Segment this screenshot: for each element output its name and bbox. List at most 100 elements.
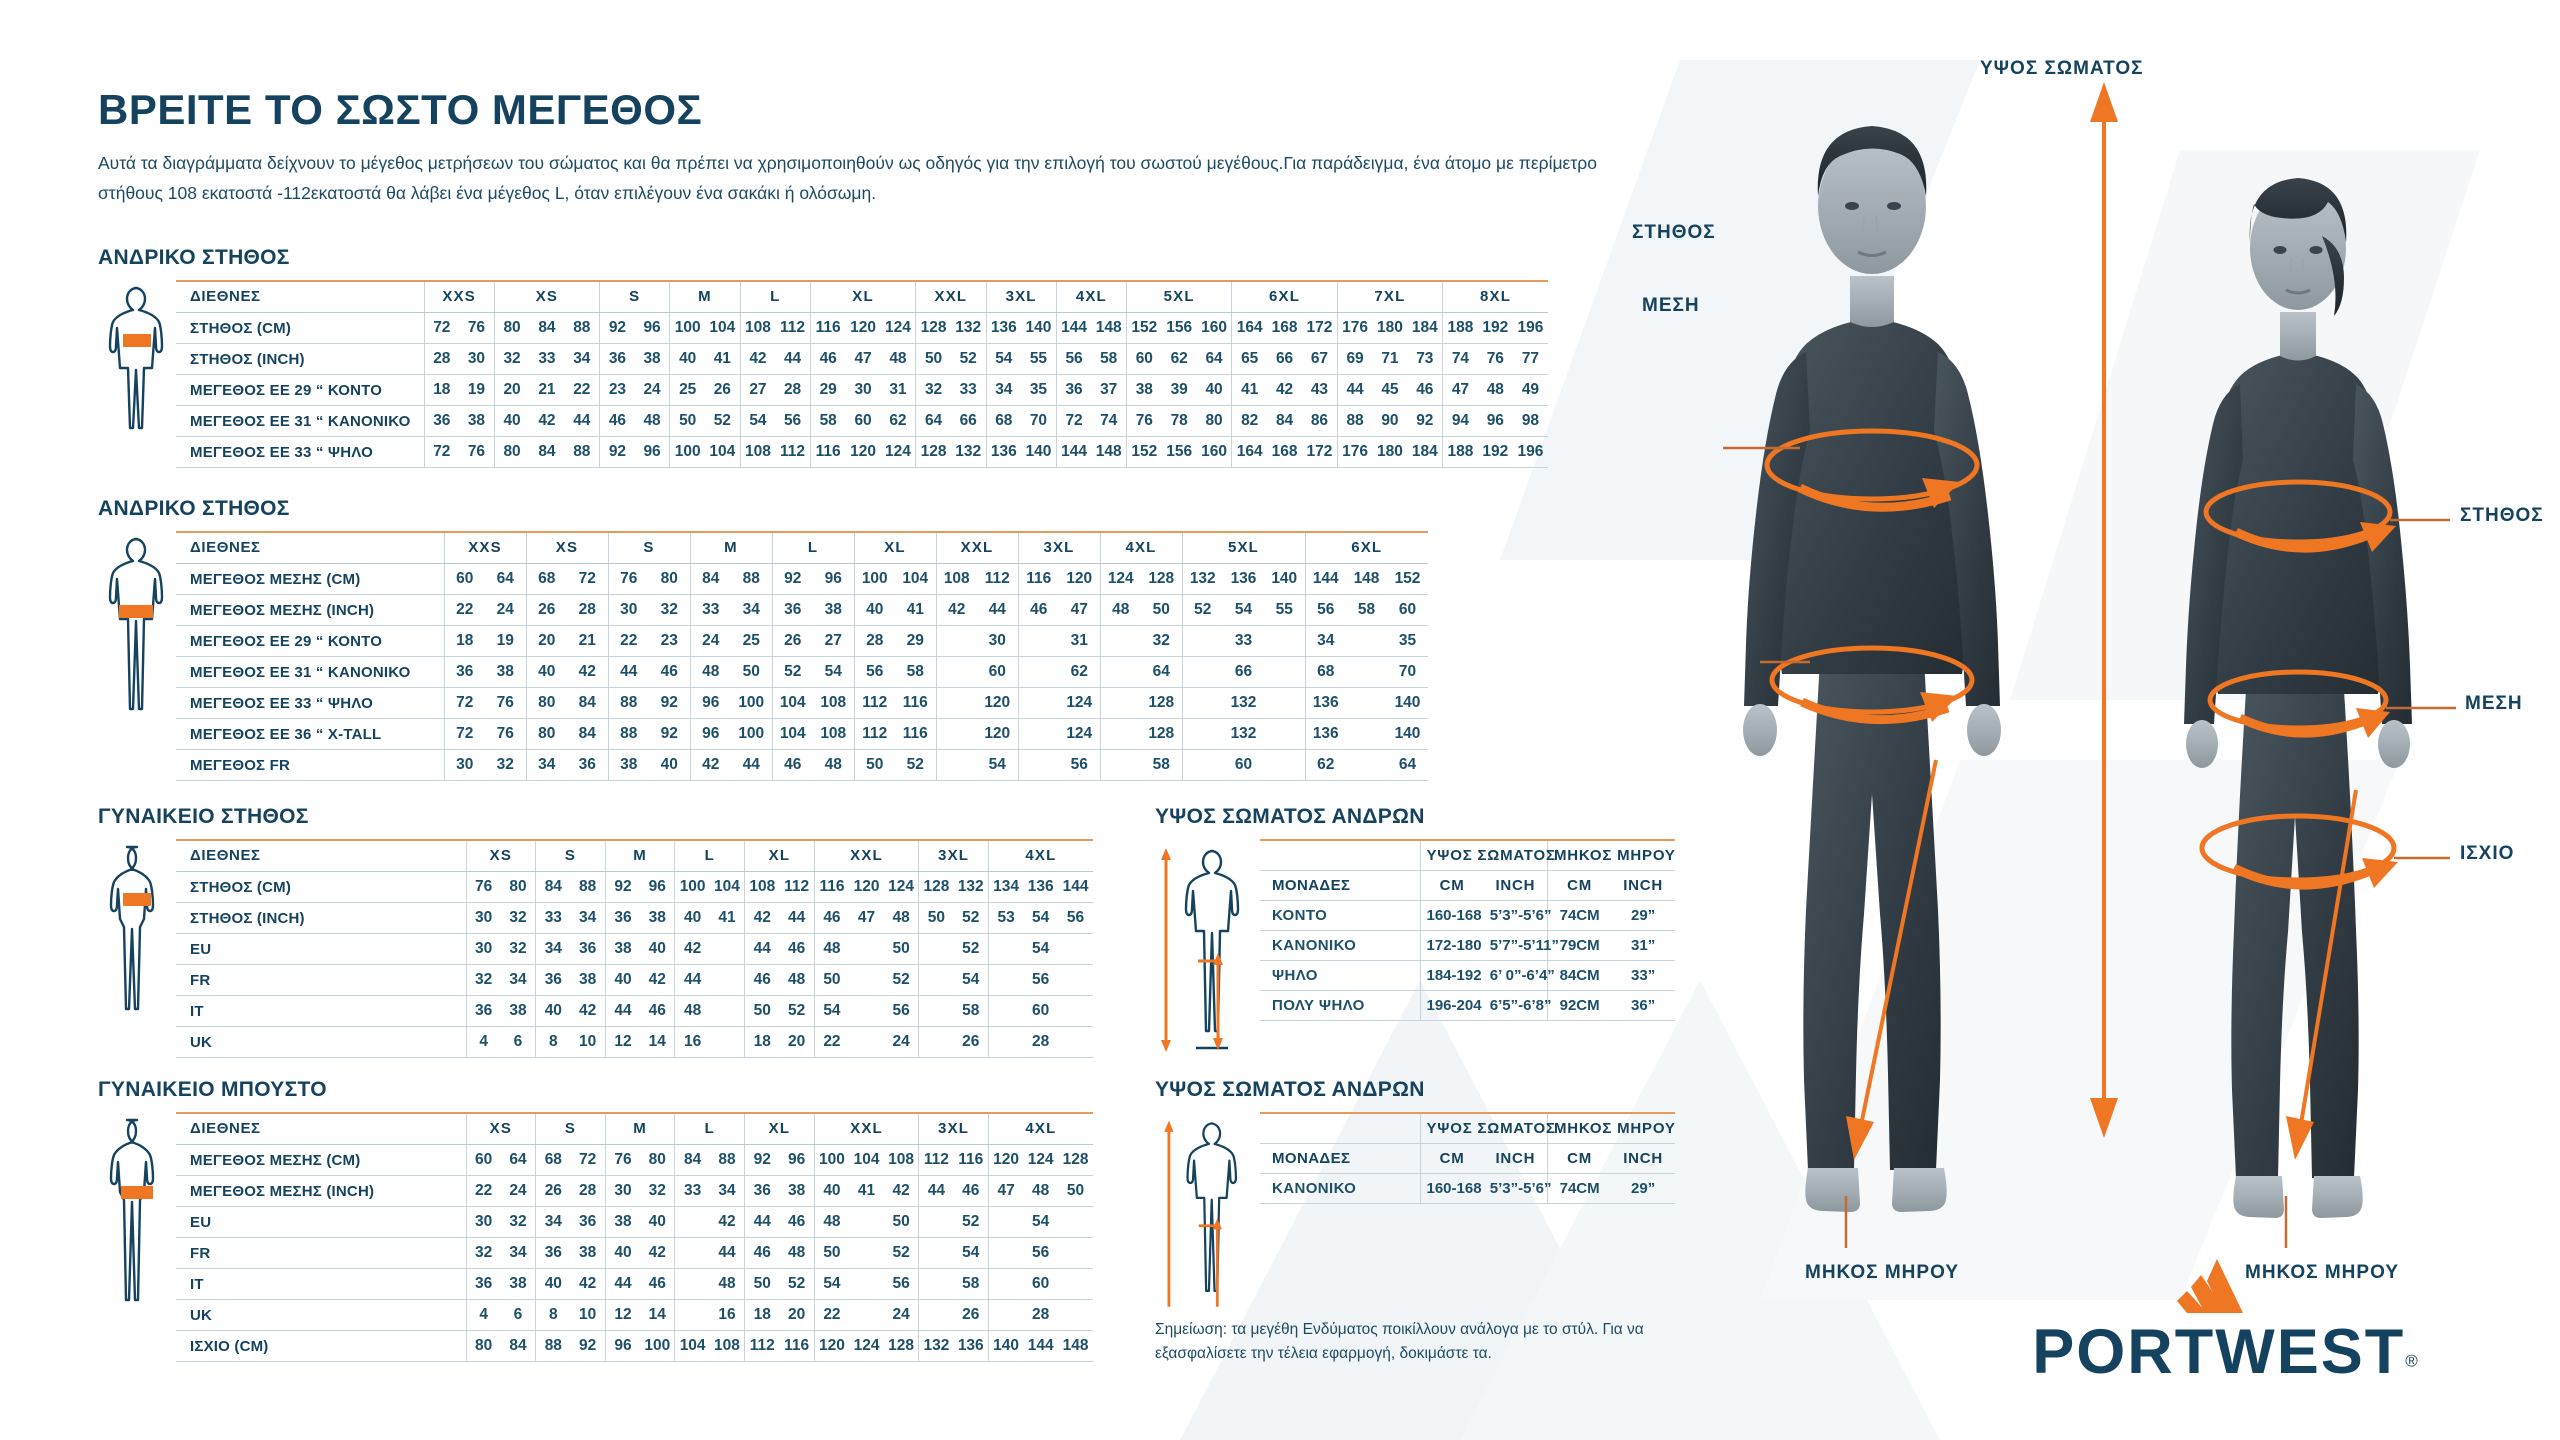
table-cell: 36” xyxy=(1611,990,1675,1021)
body-height-figure-icon xyxy=(1160,848,1239,1052)
table-row: ΣΤΗΘΟΣ (CM) 72 76 80 84 88 92 96 100 104 108 112 116… xyxy=(176,312,1548,344)
table-cell xyxy=(709,1026,745,1058)
column-header-size: S xyxy=(607,531,690,564)
table-row: ΜΕΓΕΘΟΣ ΕΕ 29 “ ΚΟΝΤΟ 18 19 20 21 22 23 24 25 26 2… xyxy=(176,374,1548,406)
table-cell: 42 xyxy=(529,405,565,437)
table-cell: 44 xyxy=(731,749,772,781)
table-cell: 55 xyxy=(1021,343,1057,375)
female-inseam-arrow xyxy=(2286,789,2358,1160)
table-cell: 100 xyxy=(669,312,705,344)
height-group-header: ΥΨΟΣ ΣΩΜΑΤΟΣ xyxy=(1419,1112,1555,1144)
table-cell xyxy=(1181,687,1223,719)
row-label: EU xyxy=(176,1206,466,1238)
column-header-size: 3XL xyxy=(918,1112,989,1145)
table-cell: 136 xyxy=(953,1330,989,1362)
table-cell: 104 xyxy=(674,1330,710,1362)
table-cell: 92 xyxy=(599,312,635,344)
table-cell: 52 xyxy=(895,749,936,781)
table-cell: 42 xyxy=(570,995,606,1027)
table-cell: 36 xyxy=(535,964,571,996)
table-cell: 96 xyxy=(1477,405,1513,437)
table-cell: 94 xyxy=(1442,405,1478,437)
table-cell xyxy=(1058,1268,1093,1300)
table-cell: 18 xyxy=(423,374,460,406)
table-cell: 92 xyxy=(744,1144,780,1176)
table-cell: 40 xyxy=(604,964,641,996)
table-cell: 47 xyxy=(987,1175,1024,1207)
table-cell: 73 xyxy=(1407,343,1443,375)
table-cell: 60 xyxy=(1223,749,1264,781)
table-cell: 27 xyxy=(813,625,854,657)
table-cell: 128 xyxy=(1058,1144,1093,1176)
table-cell: 80 xyxy=(465,1330,501,1362)
table-head: ΥΨΟΣ ΣΩΜΑΤΟΣ ΜΗΚΟΣ ΜΗΡΟΥ ΜΟΝΑΔΕΣ CM INCH CM I… xyxy=(1260,839,1675,901)
table-cell: 132 xyxy=(1223,687,1264,719)
table-cell: 60 xyxy=(443,563,485,595)
table-cell: 74CM xyxy=(1547,1173,1612,1204)
table-cell: 28 xyxy=(567,594,608,626)
table-cell: 34 xyxy=(1304,625,1346,657)
column-header-international: ΔΙΕΘΝΕΣ xyxy=(176,1112,466,1145)
units-header: ΜΟΝΑΔΕΣ xyxy=(1260,1143,1420,1174)
table-cell: 84 xyxy=(500,1330,536,1362)
table-cell: 43 xyxy=(1302,374,1338,406)
table-cell: 132 xyxy=(953,871,989,903)
table-cell: 100 xyxy=(640,1330,675,1362)
table-cell: 30 xyxy=(977,625,1018,657)
table-cell: 36 xyxy=(771,594,813,626)
table-cell: 134 xyxy=(987,871,1024,903)
table-cell: 44 xyxy=(607,656,649,688)
table-cell: 60 xyxy=(465,1144,501,1176)
table-body: ΣΤΗΘΟΣ (CM) 76 80 84 88 92 96 100 104 108 112 116 12… xyxy=(176,871,1093,1058)
table-cell: 72 xyxy=(1055,405,1092,437)
table-cell: 6 xyxy=(500,1026,536,1058)
table-cell xyxy=(709,933,745,965)
table-cell: 184 xyxy=(1407,436,1443,468)
table-cell: 58 xyxy=(1346,594,1387,626)
table-cell: 72 xyxy=(423,436,460,468)
table-title: ΥΨΟΣ ΣΩΜΑΤΟΣ ΑΝΔΡΩΝ xyxy=(1155,1078,1425,1101)
table-cell xyxy=(918,1268,954,1300)
table-cell: 60 xyxy=(1023,1268,1059,1300)
table-cell: 46 xyxy=(771,749,813,781)
table-cell: 144 xyxy=(1055,312,1092,344)
figure-col xyxy=(98,531,176,781)
table-cell: 120 xyxy=(845,312,881,344)
table-cell: 124 xyxy=(883,871,919,903)
row-label: ΚΟΝΤΟ xyxy=(1260,900,1420,931)
male-chest-loop xyxy=(1764,428,1980,512)
table-cell: 42 xyxy=(570,1268,606,1300)
table-cell: 34 xyxy=(564,343,600,375)
table-cell xyxy=(918,1299,954,1331)
table-cell: 32 xyxy=(915,374,951,406)
row-label: ΜΕΓΕΘΟΣ ΕΕ 31 “ ΚΑΝΟΝΙΚΟ xyxy=(176,656,444,688)
table-cell: 80 xyxy=(500,871,536,903)
table-cell: 140 xyxy=(1264,563,1305,595)
table-row: UK 4 6 8 10 12 14 16 18 20 22 24 26 28 xyxy=(176,1299,1093,1331)
column-header-size: XL xyxy=(809,280,916,313)
table-cell: 24 xyxy=(883,1026,919,1058)
table-cell: 104 xyxy=(709,871,745,903)
table-row: IT 36 38 40 42 44 46 48 50 52 54 56 58 60 xyxy=(176,1268,1093,1300)
label-male-inseam: ΜΗΚΟΣ ΜΗΡΟΥ xyxy=(1805,1262,1960,1283)
table-cell xyxy=(849,1206,884,1238)
table-cell: 112 xyxy=(853,687,895,719)
table-cell: 54 xyxy=(1023,902,1059,934)
table-cell: 26 xyxy=(771,625,813,657)
column-header-size: XXL xyxy=(813,1112,919,1145)
table-cell: 48 xyxy=(779,964,815,996)
row-label: ΜΕΓΕΘΟΣ ΕΕ 31 “ ΚΑΝΟΝΙΚΟ xyxy=(176,405,424,437)
height-group-header: ΜΗΚΟΣ ΜΗΡΟΥ xyxy=(1547,839,1675,871)
table-cell xyxy=(1264,718,1305,750)
table-cell: 39 xyxy=(1161,374,1197,406)
table-cell: 29 xyxy=(895,625,936,657)
table-row: ΜΕΓΕΘΟΣ ΜΕΣΗΣ (INCH) 22 24 26 28 30 32 33 34 36 38… xyxy=(176,1175,1093,1207)
table-cell: 144 xyxy=(1055,436,1092,468)
table-cell: 30 xyxy=(845,374,881,406)
table-cell: 64 xyxy=(485,563,526,595)
size-table-mens-waist: ΔΙΕΘΝΕΣ XXS XS S M L XL XXL 3XL 4XL 5XL 6XL ΜΕΓΕΘΟΣ… xyxy=(176,531,1428,781)
column-header-size: XL xyxy=(853,531,936,564)
table-cell: 84 xyxy=(674,1144,710,1176)
table-cell: 192 xyxy=(1477,436,1513,468)
table-cell xyxy=(1058,1206,1093,1238)
